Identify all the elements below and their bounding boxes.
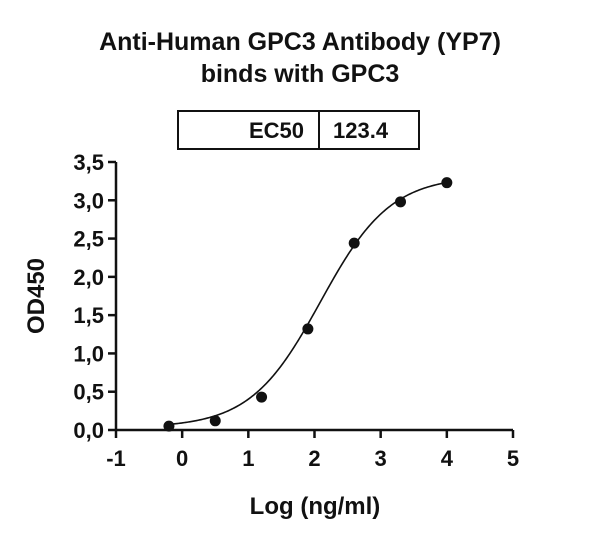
x-tick-label: -1 — [106, 446, 126, 471]
x-tick-label: 3 — [375, 446, 387, 471]
y-tick-label: 1,0 — [73, 341, 104, 366]
x-tick-label: 5 — [507, 446, 519, 471]
chart-title-line2: binds with GPC3 — [200, 60, 400, 88]
data-points — [163, 177, 453, 432]
x-axis-ticks: -1 0 1 2 3 4 5 — [106, 430, 519, 471]
fit-curve — [168, 181, 447, 426]
data-point — [348, 237, 360, 249]
x-tick-label: 0 — [176, 446, 188, 471]
data-point — [395, 196, 407, 208]
y-axis-ticks: 0,0 0,5 1,0 1,5 2,0 2,5 3,0 3,5 — [73, 150, 116, 443]
y-tick-label: 1,5 — [73, 303, 104, 328]
y-tick-label: 0,5 — [73, 380, 104, 405]
data-point — [209, 415, 221, 427]
data-point — [441, 177, 453, 189]
ec50-value: 123.4 — [333, 118, 389, 143]
ec50-table-border — [177, 110, 420, 150]
data-point — [302, 323, 314, 335]
x-axis-label: Log (ng/ml) — [250, 493, 381, 520]
y-tick-label: 0,0 — [73, 418, 104, 443]
y-tick-label: 2,5 — [73, 227, 104, 252]
y-tick-label: 2,0 — [73, 265, 104, 290]
chart-title-line1: Anti-Human GPC3 Antibody (YP7) — [99, 28, 501, 56]
x-tick-label: 4 — [441, 446, 454, 471]
data-point — [163, 420, 175, 432]
y-tick-label: 3,5 — [73, 150, 104, 175]
ec50-label: EC50 — [249, 118, 304, 143]
y-axis-label: OD450 — [23, 258, 50, 334]
data-point — [256, 391, 268, 403]
x-tick-label: 1 — [242, 446, 254, 471]
ec50-table: EC50 123.4 — [177, 110, 420, 150]
x-tick-label: 2 — [308, 446, 320, 471]
y-tick-label: 3,0 — [73, 188, 104, 213]
